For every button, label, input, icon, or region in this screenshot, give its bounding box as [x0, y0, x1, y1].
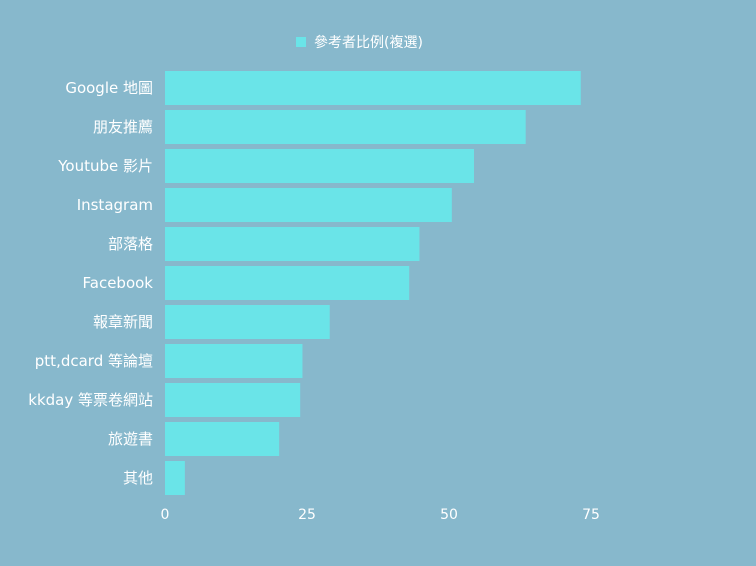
category-label-9: 旅遊書: [108, 430, 153, 448]
bar-3: [165, 188, 452, 222]
legend-label: 參考者比例(複選): [314, 34, 423, 51]
x-tick-label-1: 25: [298, 507, 316, 523]
legend: 參考者比例(複選): [296, 34, 423, 51]
bar-1: [165, 110, 526, 144]
category-label-4: 部落格: [108, 235, 153, 253]
x-tick-label-2: 50: [440, 507, 458, 523]
category-label-10: 其他: [123, 469, 153, 487]
x-axis-ticks: 0 25 50 75: [161, 507, 600, 523]
category-label-5: Facebook: [83, 274, 154, 292]
bar-5: [165, 266, 410, 300]
category-label-7: ptt,dcard 等論壇: [35, 352, 153, 370]
category-label-1: 朋友推薦: [93, 118, 153, 136]
legend-swatch: [296, 37, 306, 47]
bars: [165, 71, 581, 495]
bar-10: [165, 461, 185, 495]
x-tick-label-3: 75: [582, 507, 600, 523]
category-label-2: Youtube 影片: [57, 157, 153, 175]
x-tick-label-0: 0: [161, 507, 170, 523]
bar-7: [165, 344, 303, 378]
bar-8: [165, 383, 301, 417]
bar-6: [165, 305, 330, 339]
category-label-3: Instagram: [77, 196, 153, 214]
bar-0: [165, 71, 581, 105]
bar-9: [165, 422, 280, 456]
bar-4: [165, 227, 420, 261]
bar-2: [165, 149, 474, 183]
category-label-0: Google 地圖: [65, 79, 153, 97]
category-label-8: kkday 等票卷網站: [28, 391, 153, 409]
category-label-6: 報章新聞: [93, 313, 153, 331]
